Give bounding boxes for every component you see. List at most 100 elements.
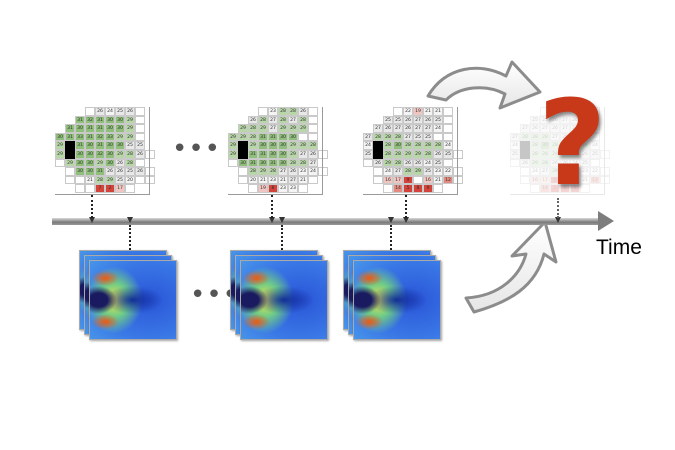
visual-field-cell: 9 [423,184,433,193]
visual-field-cell: 30 [75,124,85,133]
visual-field-cell: 31 [248,150,258,159]
visual-field-cell: 29 [258,124,268,133]
visual-field-cell: 30 [85,158,95,168]
visual-field-cell [453,167,463,176]
visual-field-cell [248,184,258,193]
visual-field-cell: 32 [85,115,95,125]
visual-field-cell: 28 [550,167,560,176]
visual-field-cell [65,167,75,176]
visual-field-cell: 5 [550,184,560,193]
connector-scan-3 [390,225,392,253]
visual-field-cell: 26 [403,158,413,168]
visual-field-cell: 27 [570,124,580,133]
visual-field-cell [125,184,135,193]
visual-field-cell [560,175,570,185]
visual-field-cell: 24 [383,167,393,176]
visual-field-cell [433,184,443,193]
visual-field-cell: 28 [268,167,278,176]
visual-field-cell: 29 [55,150,65,159]
visual-field-cell: 17 [115,184,125,193]
visual-field-cell: 25 [570,167,580,176]
future-visual-field: 22 19 21 21 25 25 26 27 26 25 27 26 27 26 27 27 24 27 28 28… [510,107,610,195]
visual-field-cell: 24 [105,107,115,116]
visual-field-cell: 28 [550,141,560,150]
visual-field-cell: 29 [403,150,413,159]
blind-spot-marker [520,141,530,159]
visual-field-cell: 31 [75,141,85,150]
timeline-tick [279,217,285,223]
visual-field-cell [590,107,600,116]
visual-field-cell [135,115,145,125]
visual-field-axis-vertical [322,107,323,195]
visual-field-cell: 26 [125,107,135,116]
visual-field-cell: 30 [238,158,248,168]
visual-field-cell [413,175,423,185]
visual-field-cell: 30 [540,141,550,150]
visual-field-cell [590,115,600,125]
visual-field-cell: 29 [298,124,308,133]
visual-field-cell: 30 [85,141,95,150]
visual-field-cell: 28 [530,141,540,150]
visual-field-cell: 14 [393,184,403,193]
visual-field-cell: 27 [308,158,318,168]
visual-field-cell: 27 [423,124,433,133]
visual-field-cell: 26 [530,124,540,133]
visual-field-cell: 26 [423,115,433,125]
visual-field-cell [135,132,145,142]
visual-field-cell: 24 [530,167,540,176]
visual-field-cell: 25 [443,150,453,159]
visual-field-cell: 29 [115,150,125,159]
visual-field-cell: 22 [443,167,453,176]
visual-field-cell: 28 [125,158,135,168]
visual-field-cell: 17 [393,175,403,185]
visual-field-cell: 23 [298,167,308,176]
visual-field-cell: 31 [95,115,105,125]
visual-field-cell: 28 [298,115,308,125]
visual-field-cell: 25 [433,158,443,168]
visual-field-cell [308,175,318,185]
visual-field-cell: 14 [540,184,550,193]
visual-field-cell: 22 [403,107,413,116]
visual-field-cell: 24 [590,141,600,150]
visual-field-cell: 30 [75,150,85,159]
visual-field-cell [443,158,453,168]
visual-field-cell [393,107,403,116]
visual-field-cell: 25 [510,150,520,159]
visual-field-cell: 30 [393,141,403,150]
lower-curved-arrow-icon [464,220,558,314]
visual-field-cell [145,175,155,185]
visual-field-cell: 28 [423,150,433,159]
visual-field-cell: 21 [85,175,95,185]
visual-field-cell: 30 [278,150,288,159]
time-axis-arrowhead-icon [598,211,614,231]
visual-field-cell: 25 [115,175,125,185]
visual-field-cell: 26 [520,158,530,168]
visual-field-cell [135,124,145,133]
visual-field-cell: 31 [65,124,75,133]
visual-field-cell: 23 [288,184,298,193]
visual-field-cell: 29 [278,124,288,133]
visual-field-cell [308,107,318,116]
visual-field-cell: 21 [278,175,288,185]
visual-field-cell [228,158,238,168]
visual-field-cell: 19 [413,107,423,116]
visual-field-cell: 28 [580,141,590,150]
visual-field-cell: 21 [258,175,268,185]
visual-field-cell: 27 [278,167,288,176]
timeline-tick [555,217,561,223]
visual-field-cell: 21 [433,175,443,185]
visual-field-cell: 31 [258,132,268,142]
visual-field-cell: 29 [413,150,423,159]
visual-field-cell: 28 [248,167,258,176]
blind-spot-marker [238,141,248,159]
connector-visual-field-3 [405,195,407,218]
visual-field-cell [520,167,530,176]
visual-field-cell: 32 [95,150,105,159]
visual-field-cell: 23 [268,175,278,185]
visual-field-cell [75,184,85,193]
visual-field-cell: 25 [115,107,125,116]
visual-field-cell: 12 [443,175,453,185]
visual-field-cell: 31 [65,132,75,142]
visual-field-cell: 28 [383,150,393,159]
